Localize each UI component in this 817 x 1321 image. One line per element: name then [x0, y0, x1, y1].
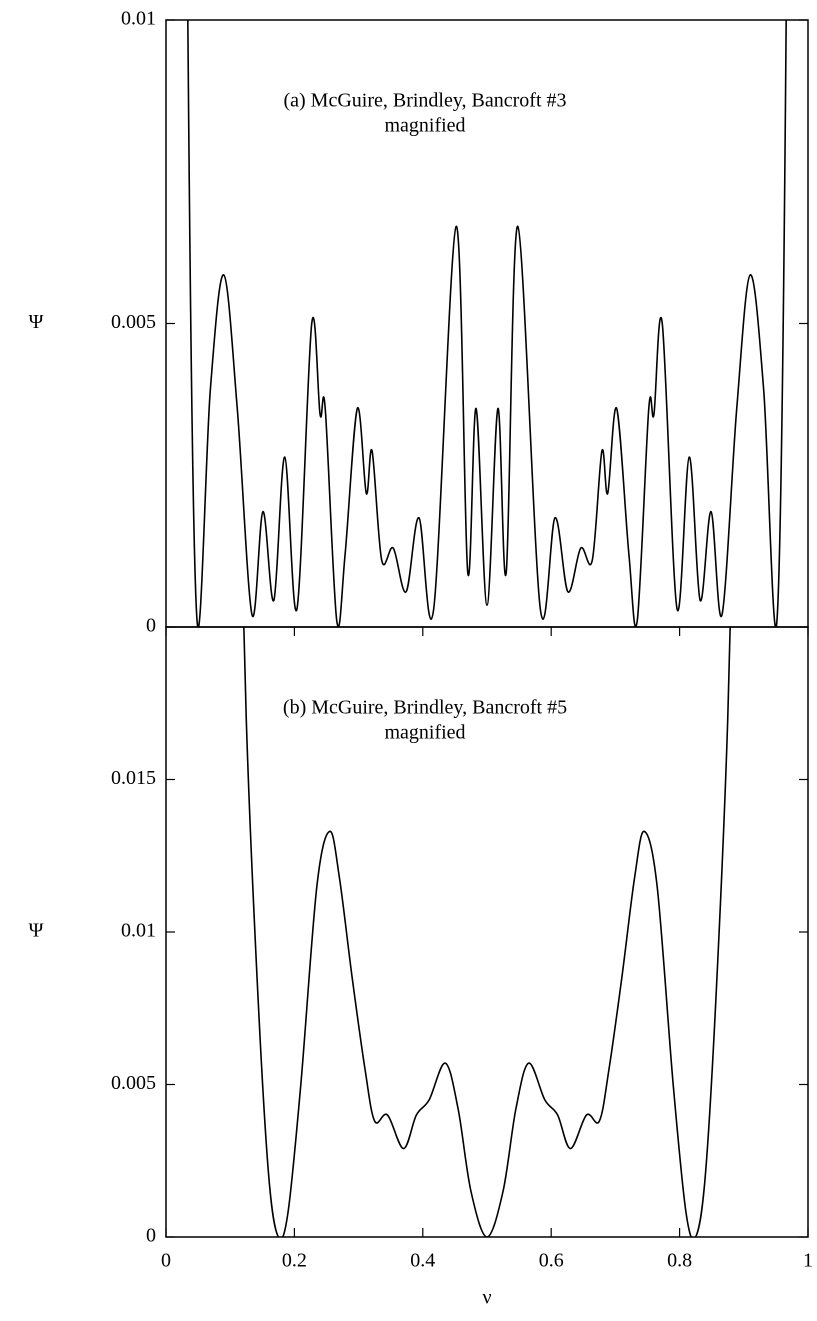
- x-tick-label: 0.8: [667, 1250, 692, 1272]
- y-tick-label: 0.01: [121, 920, 156, 942]
- subtitle: magnified: [384, 722, 465, 744]
- y-tick-label: 0: [146, 615, 156, 637]
- title: (a) McGuire, Brindley, Bancroft #3: [283, 90, 566, 112]
- x-tick-label: 1: [803, 1250, 813, 1272]
- curve: [187, 20, 787, 627]
- y-axis-label: Ψ: [29, 920, 44, 942]
- curve: [242, 627, 732, 1237]
- y-tick-label: 0.015: [111, 767, 156, 789]
- x-tick-label: 0: [161, 1250, 171, 1272]
- x-tick-label: 0.4: [410, 1250, 435, 1272]
- y-tick-label: 0.005: [111, 1072, 156, 1094]
- title: (b) McGuire, Brindley, Bancroft #5: [283, 697, 567, 719]
- x-axis-label: ν: [482, 1287, 491, 1309]
- y-tick-label: 0.01: [121, 8, 156, 30]
- y-tick-label: 0: [146, 1225, 156, 1247]
- y-axis-label: Ψ: [29, 311, 44, 333]
- x-tick-label: 0.2: [282, 1250, 307, 1272]
- y-tick-label: 0.005: [111, 311, 156, 333]
- subtitle: magnified: [384, 115, 465, 137]
- x-tick-label: 0.6: [539, 1250, 564, 1272]
